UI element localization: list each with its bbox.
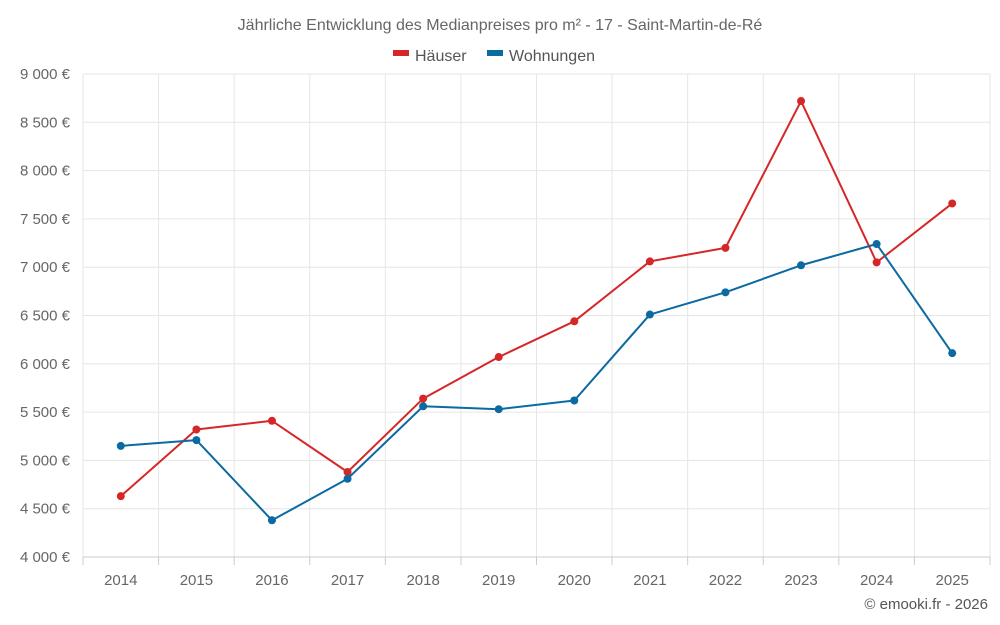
y-tick-label: 8 000 € — [20, 163, 71, 180]
data-point-haeuser[interactable] — [419, 394, 428, 403]
data-point-wohnungen[interactable] — [192, 436, 201, 445]
y-tick-label: 7 500 € — [20, 211, 71, 228]
data-point-wohnungen[interactable] — [116, 441, 125, 450]
data-point-haeuser[interactable] — [267, 416, 276, 425]
data-point-wohnungen[interactable] — [267, 516, 276, 525]
data-point-haeuser[interactable] — [645, 257, 654, 266]
x-tick-label: 2014 — [104, 572, 137, 589]
data-point-haeuser[interactable] — [343, 467, 352, 476]
data-point-haeuser[interactable] — [872, 258, 881, 267]
x-tick-label: 2023 — [784, 572, 817, 589]
y-tick-label: 4 000 € — [20, 549, 71, 566]
data-point-wohnungen[interactable] — [721, 288, 730, 297]
grid-lines — [82, 73, 991, 557]
data-point-haeuser[interactable] — [192, 425, 201, 434]
x-axis-ticks: 2014 2015 2016 2017 2018 2019 2020 2021 2022 2023… — [104, 572, 969, 589]
data-point-wohnungen[interactable] — [343, 474, 352, 483]
x-tick-label: 2025 — [936, 572, 969, 589]
x-tick-label: 2024 — [860, 572, 893, 589]
data-point-haeuser[interactable] — [116, 492, 125, 501]
legend-label-haeuser[interactable]: Häuser — [415, 48, 467, 65]
credit-text: © emooki.fr - 2026 — [864, 596, 988, 613]
data-point-wohnungen[interactable] — [797, 261, 806, 270]
x-tick-label: 2016 — [255, 572, 288, 589]
legend-swatch-wohnungen — [487, 50, 503, 56]
y-tick-label: 7 000 € — [20, 259, 71, 276]
x-tick-label: 2022 — [709, 572, 742, 589]
x-tick-label: 2021 — [633, 572, 666, 589]
x-tick-label: 2015 — [180, 572, 213, 589]
series-lines — [116, 97, 957, 525]
data-point-haeuser[interactable] — [570, 317, 579, 326]
x-tick-label: 2019 — [482, 572, 515, 589]
y-axis-ticks: 4 000 € 4 500 € 5 000 € 5 500 € 6 000 € 6 500… — [20, 66, 71, 566]
data-point-haeuser[interactable] — [494, 353, 503, 362]
data-point-haeuser[interactable] — [948, 199, 957, 208]
legend: Häuser Wohnungen — [393, 48, 595, 65]
data-point-wohnungen[interactable] — [948, 349, 957, 358]
series-line-haeuser — [120, 100, 953, 497]
data-point-wohnungen[interactable] — [419, 402, 428, 411]
x-tick-label: 2018 — [406, 572, 439, 589]
series-line-wohnungen — [120, 243, 954, 522]
legend-swatch-haeuser — [393, 50, 409, 56]
y-tick-label: 8 500 € — [20, 114, 71, 131]
data-point-wohnungen[interactable] — [645, 310, 654, 319]
y-tick-label: 6 000 € — [20, 356, 71, 373]
x-tick-label: 2017 — [331, 572, 364, 589]
data-point-wohnungen[interactable] — [570, 396, 579, 405]
data-point-wohnungen[interactable] — [494, 405, 503, 414]
x-tick-label: 2020 — [558, 572, 591, 589]
legend-label-wohnungen[interactable]: Wohnungen — [509, 48, 595, 65]
data-point-wohnungen[interactable] — [872, 240, 881, 249]
chart-title: Jährliche Entwicklung des Medianpreises … — [238, 17, 763, 34]
y-tick-label: 5 500 € — [20, 404, 71, 421]
y-tick-label: 4 500 € — [20, 501, 71, 518]
y-tick-label: 5 000 € — [20, 452, 71, 469]
y-tick-label: 9 000 € — [20, 66, 71, 83]
y-tick-label: 6 500 € — [20, 308, 71, 325]
axes — [82, 556, 991, 565]
data-point-haeuser[interactable] — [721, 243, 730, 252]
data-point-haeuser[interactable] — [797, 97, 806, 106]
